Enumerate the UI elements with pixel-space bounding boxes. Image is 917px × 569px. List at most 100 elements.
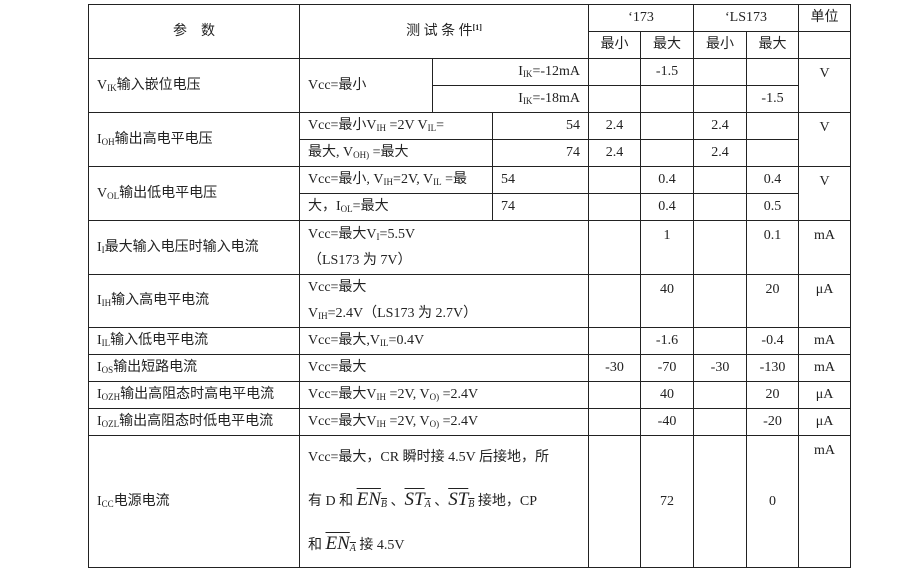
subscript: OS bbox=[101, 365, 114, 375]
header-group-173: ‘173 bbox=[588, 4, 694, 32]
value-cell bbox=[693, 274, 747, 328]
subscript: O) bbox=[429, 419, 440, 429]
subscript: OL bbox=[340, 204, 353, 214]
value-cell bbox=[693, 58, 747, 86]
cond-line: Vcc=最大 bbox=[308, 280, 367, 295]
cond-line: 有 D 和 ENB 、STA 、STB 接地，CP bbox=[308, 488, 538, 510]
unit-cell: mA bbox=[798, 354, 851, 382]
value-cell bbox=[693, 220, 747, 275]
subscript: OH) bbox=[353, 150, 370, 160]
value-cell bbox=[588, 408, 641, 436]
subscript: IH bbox=[101, 298, 112, 308]
header-min: 最小 bbox=[588, 31, 641, 59]
cond-line: Vcc=最大，CR 瞬时接 4.5V 后接地，所 bbox=[308, 449, 549, 465]
value-cell bbox=[588, 381, 641, 409]
header-cond: 测 试 条 件[1] bbox=[299, 4, 589, 59]
value-cell bbox=[588, 58, 641, 86]
cond-sub: 74 bbox=[492, 193, 589, 221]
value-cell: 0.1 bbox=[746, 220, 799, 275]
subscript: IH bbox=[376, 392, 387, 402]
value-cell: 2.4 bbox=[693, 112, 747, 140]
param-ii: II最大输入电压时输入电流 bbox=[88, 220, 300, 275]
value-cell: 0 bbox=[746, 435, 799, 568]
value-cell: 2.4 bbox=[588, 112, 641, 140]
unit-cell: mA bbox=[798, 435, 851, 568]
value-cell bbox=[588, 435, 641, 568]
value-cell: 20 bbox=[746, 381, 799, 409]
value-cell: 40 bbox=[640, 274, 694, 328]
value-cell bbox=[693, 193, 747, 221]
value-cell bbox=[640, 139, 694, 167]
value-cell bbox=[693, 435, 747, 568]
param-vik: VIK输入嵌位电压 bbox=[88, 58, 300, 113]
header-group-ls173: ‘LS173 bbox=[693, 4, 799, 32]
cond-line: 和 ENA 接 4.5V bbox=[308, 532, 405, 554]
header-max: 最大 bbox=[640, 31, 694, 59]
header-param: 参 数 bbox=[88, 4, 300, 59]
subscript: I bbox=[101, 244, 105, 255]
header-param-label: 参 数 bbox=[173, 23, 215, 39]
subscript: IH bbox=[383, 177, 394, 187]
value-cell: 40 bbox=[640, 381, 694, 409]
cond-line: Vcc=最大VI=5.5V bbox=[308, 226, 416, 242]
value-cell: -30 bbox=[588, 354, 641, 382]
overline-signal: STA bbox=[404, 488, 431, 510]
value-cell: 0.4 bbox=[640, 193, 694, 221]
value-cell bbox=[588, 220, 641, 275]
unit-cell: μA bbox=[798, 274, 851, 328]
cond-sub: 54 bbox=[492, 166, 589, 194]
subscript: IK bbox=[522, 69, 533, 79]
value-cell bbox=[746, 58, 799, 86]
value-cell bbox=[693, 85, 747, 113]
cond-line: （LS173 为 7V） bbox=[308, 252, 412, 268]
value-cell bbox=[588, 166, 641, 194]
subscript: IL bbox=[101, 338, 111, 348]
cond-ios: Vcc=最大 bbox=[299, 354, 589, 382]
cond-ioh-line1: Vcc=最小VIH =2V VIL= bbox=[299, 112, 493, 140]
param-iih: IIH输入高电平电流 bbox=[88, 274, 300, 328]
overline-signal: ENA bbox=[325, 532, 356, 554]
subscript: IK bbox=[107, 82, 117, 93]
subscript: IK bbox=[522, 96, 533, 106]
subscript: OZH bbox=[101, 392, 121, 402]
value-cell: -1.5 bbox=[640, 58, 694, 86]
value-cell bbox=[693, 166, 747, 194]
subscript: IL bbox=[427, 123, 437, 133]
value-cell bbox=[588, 193, 641, 221]
cond-iozh: Vcc=最大VIH =2V, VO) =2.4V bbox=[299, 381, 589, 409]
value-cell bbox=[588, 85, 641, 113]
value-cell: -20 bbox=[746, 408, 799, 436]
cond-iozl: Vcc=最大VIH =2V, VO) =2.4V bbox=[299, 408, 589, 436]
value-cell bbox=[588, 274, 641, 328]
cond-vol-line2: 大，IOL=最大 bbox=[299, 193, 493, 221]
unit-cell: V bbox=[798, 112, 851, 167]
unit-cell: V bbox=[798, 58, 851, 113]
cond-sub: 54 bbox=[492, 112, 589, 140]
value-cell bbox=[693, 327, 747, 355]
subscript: OH bbox=[101, 136, 115, 147]
cond-sub: IIK=-18mA bbox=[432, 85, 589, 113]
overline-signal: STB bbox=[448, 488, 475, 510]
unit-cell: μA bbox=[798, 408, 851, 436]
value-cell bbox=[746, 139, 799, 167]
cond-sub: IIK=-12mA bbox=[432, 58, 589, 86]
header-unit: 单位 bbox=[798, 4, 851, 32]
param-ioh: IOH输出高电平电压 bbox=[88, 112, 300, 167]
value-cell: -30 bbox=[693, 354, 747, 382]
subscript: CC bbox=[101, 498, 114, 509]
value-cell: 1 bbox=[640, 220, 694, 275]
value-cell: 20 bbox=[746, 274, 799, 328]
header-max: 最大 bbox=[746, 31, 799, 59]
param-icc: ICC电源电流 bbox=[88, 435, 300, 568]
footnote-ref: [1] bbox=[472, 22, 482, 32]
param-iozl: IOZL输出高阻态时低电平电流 bbox=[88, 408, 300, 436]
value-cell bbox=[746, 112, 799, 140]
subscript: IH bbox=[376, 123, 387, 133]
value-cell: -40 bbox=[640, 408, 694, 436]
value-cell bbox=[640, 112, 694, 140]
param-ios: IOS输出短路电流 bbox=[88, 354, 300, 382]
unit-cell: V bbox=[798, 166, 851, 221]
unit-cell: μA bbox=[798, 381, 851, 409]
subscript: IL bbox=[433, 177, 442, 187]
cond-ioh-line2: 最大, VOH) =最大 bbox=[299, 139, 493, 167]
